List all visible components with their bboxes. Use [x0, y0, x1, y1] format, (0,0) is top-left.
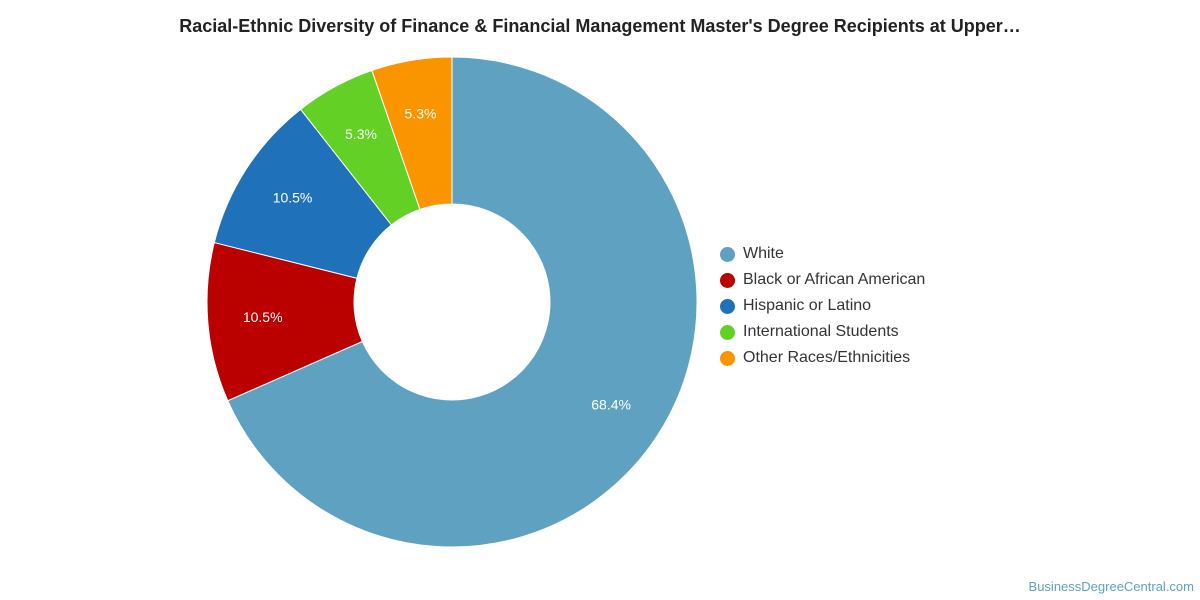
legend-label-hispanic: Hispanic or Latino: [743, 297, 872, 314]
slice-label-black: 10.5%: [243, 309, 283, 325]
legend-swatch-international: [720, 324, 735, 340]
legend-item-hispanic[interactable]: Hispanic or Latino: [720, 293, 925, 319]
legend-item-international[interactable]: International Students: [720, 319, 925, 345]
legend-item-black[interactable]: Black or African American: [720, 267, 925, 293]
slice-hispanic[interactable]: [213, 108, 393, 279]
legend: White Black or African American Hispanic…: [720, 241, 925, 371]
source-watermark[interactable]: BusinessDegreeCentral.com: [1028, 579, 1194, 594]
legend-swatch-hispanic: [720, 298, 735, 314]
legend-label-black: Black or African American: [743, 271, 926, 288]
legend-item-other[interactable]: Other Races/Ethnicities: [720, 345, 925, 371]
slice-other[interactable]: [371, 56, 453, 211]
slice-label-international: 5.3%: [345, 126, 377, 142]
legend-swatch-other: [720, 350, 735, 366]
slice-white[interactable]: [227, 56, 698, 548]
legend-swatch-black: [720, 272, 735, 288]
slice-black[interactable]: [206, 241, 363, 402]
chart-title: Racial-Ethnic Diversity of Finance & Fin…: [179, 16, 1021, 36]
legend-item-white[interactable]: White: [720, 241, 925, 267]
legend-label-white: White: [743, 245, 784, 262]
legend-swatch-white: [720, 246, 735, 262]
slice-label-hispanic: 10.5%: [273, 189, 313, 205]
legend-label-international: International Students: [743, 323, 899, 340]
legend-label-other: Other Races/Ethnicities: [743, 349, 911, 366]
slice-label-other: 5.3%: [405, 105, 437, 121]
slice-label-white: 68.4%: [591, 397, 631, 413]
